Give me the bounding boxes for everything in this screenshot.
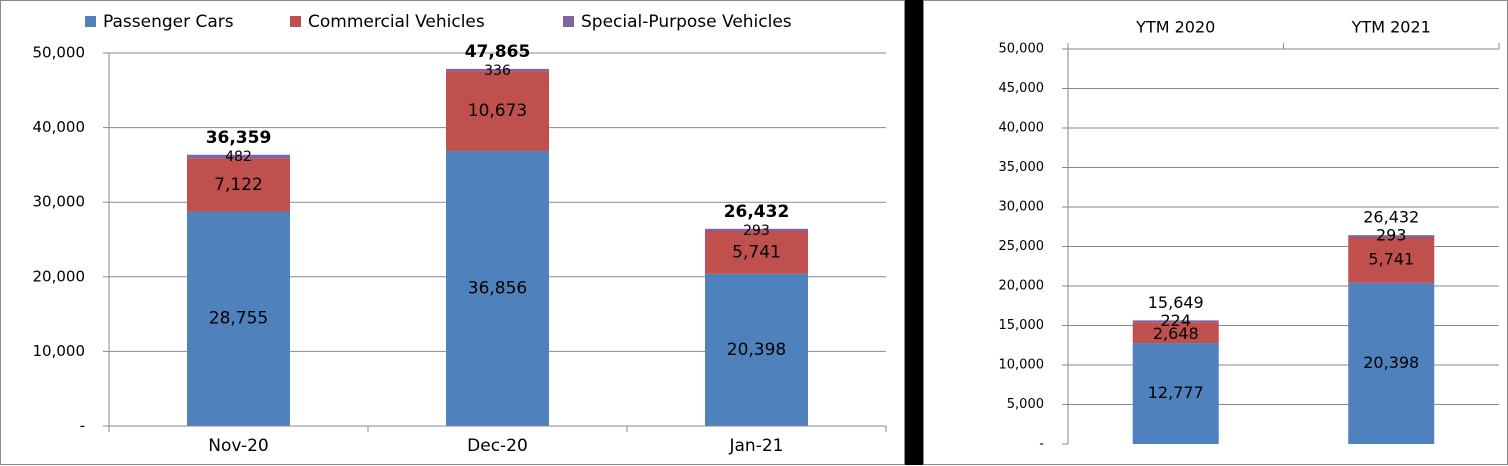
commercial-vehicles-value-label: 10,673 xyxy=(468,101,527,121)
x-category-label: YTM 2020 xyxy=(1135,18,1215,37)
x-category-label: Nov-20 xyxy=(208,436,269,456)
special-purpose-vehicles-legend-label: Special-Purpose Vehicles xyxy=(581,12,792,32)
x-category-label: Jan-21 xyxy=(729,436,784,456)
passenger-cars-value-label: 20,398 xyxy=(1363,353,1419,372)
commercial-vehicles-legend-swatch xyxy=(290,16,301,27)
total-label: 26,432 xyxy=(1363,208,1419,227)
special-purpose-vehicles-legend-swatch xyxy=(563,16,574,27)
commercial-vehicles-bar xyxy=(1132,322,1219,344)
y-tick-label: 15,000 xyxy=(999,318,1045,333)
special-purpose-vehicles-bar xyxy=(705,228,808,232)
passenger-cars-bar xyxy=(187,211,290,426)
y-tick-label: 10,000 xyxy=(999,358,1045,373)
y-tick-label: - xyxy=(1039,437,1044,452)
commercial-vehicles-legend-label: Commercial Vehicles xyxy=(308,12,485,32)
special-purpose-vehicles-value-label: 293 xyxy=(1376,226,1407,245)
special-purpose-vehicles-bar xyxy=(1132,320,1219,323)
commercial-vehicles-bar xyxy=(446,71,549,152)
y-tick-label: 50,000 xyxy=(33,44,86,62)
passenger-cars-legend-swatch xyxy=(85,16,96,27)
special-purpose-vehicles-value-label: 336 xyxy=(484,63,511,79)
y-tick-label: 35,000 xyxy=(999,160,1045,175)
total-label: 15,649 xyxy=(1148,293,1204,312)
total-label: 26,432 xyxy=(724,202,790,222)
passenger-cars-value-label: 12,777 xyxy=(1148,383,1204,402)
y-tick-label: 40,000 xyxy=(33,118,86,136)
passenger-cars-value-label: 20,398 xyxy=(727,340,786,360)
commercial-vehicles-bar xyxy=(1348,237,1435,283)
passenger-cars-bar xyxy=(705,273,808,426)
passenger-cars-legend-label: Passenger Cars xyxy=(103,12,234,32)
legend: Passenger Cars Commercial Vehicles Special… xyxy=(85,12,792,32)
commercial-vehicles-value-label: 2,648 xyxy=(1153,324,1199,343)
passenger-cars-value-label: 28,755 xyxy=(209,309,268,329)
passenger-cars-bar xyxy=(1348,282,1435,444)
total-label: 36,359 xyxy=(206,128,272,148)
commercial-vehicles-value-label: 7,122 xyxy=(214,175,263,195)
y-tick-label: - xyxy=(80,417,85,435)
gridlines xyxy=(1068,48,1499,405)
commercial-vehicles-bar xyxy=(187,158,290,212)
special-purpose-vehicles-bar xyxy=(1348,235,1435,238)
y-tick-label: 25,000 xyxy=(999,239,1045,254)
commercial-vehicles-value-label: 5,741 xyxy=(732,242,781,262)
passenger-cars-value-label: 36,856 xyxy=(468,279,527,299)
y-tick-label: 30,000 xyxy=(999,200,1045,215)
special-purpose-vehicles-bar xyxy=(446,68,549,72)
y-tick-label: 20,000 xyxy=(999,279,1045,294)
right-chart-panel: 12,777 2,648 224 15,649 20,398 5,741 293 26,432… xyxy=(923,0,1508,465)
y-tick-label: 40,000 xyxy=(999,121,1045,136)
axes: - 10,000 20,000 30,000 40,000 50,000 Nov-20 Dec… xyxy=(33,44,887,456)
axes: - 5,000 10,000 15,000 20,000 25,000 30,000 35,0… xyxy=(999,18,1500,452)
x-category-label: Dec-20 xyxy=(467,436,528,456)
special-purpose-vehicles-value-label: 293 xyxy=(743,223,770,239)
y-tick-label: 30,000 xyxy=(33,193,86,211)
y-tick-label: 50,000 xyxy=(999,42,1045,57)
passenger-cars-bar xyxy=(446,151,549,426)
left-chart-panel: Passenger Cars Commercial Vehicles Special… xyxy=(0,0,905,465)
panel-divider xyxy=(905,0,923,465)
y-tick-label: 5,000 xyxy=(1007,397,1044,412)
special-purpose-vehicles-bar xyxy=(187,154,290,159)
total-label: 47,865 xyxy=(465,42,531,62)
special-purpose-vehicles-value-label: 224 xyxy=(1160,311,1191,330)
y-tick-label: 10,000 xyxy=(33,342,86,360)
commercial-vehicles-bar xyxy=(705,231,808,274)
special-purpose-vehicles-value-label: 482 xyxy=(225,149,252,165)
y-tick-label: 45,000 xyxy=(999,81,1045,96)
y-tick-label: 20,000 xyxy=(33,267,86,285)
passenger-cars-bar xyxy=(1132,343,1219,444)
left-chart-svg: Passenger Cars Commercial Vehicles Special… xyxy=(33,12,887,456)
commercial-vehicles-value-label: 5,741 xyxy=(1368,250,1414,269)
x-category-label: YTM 2021 xyxy=(1351,18,1431,37)
